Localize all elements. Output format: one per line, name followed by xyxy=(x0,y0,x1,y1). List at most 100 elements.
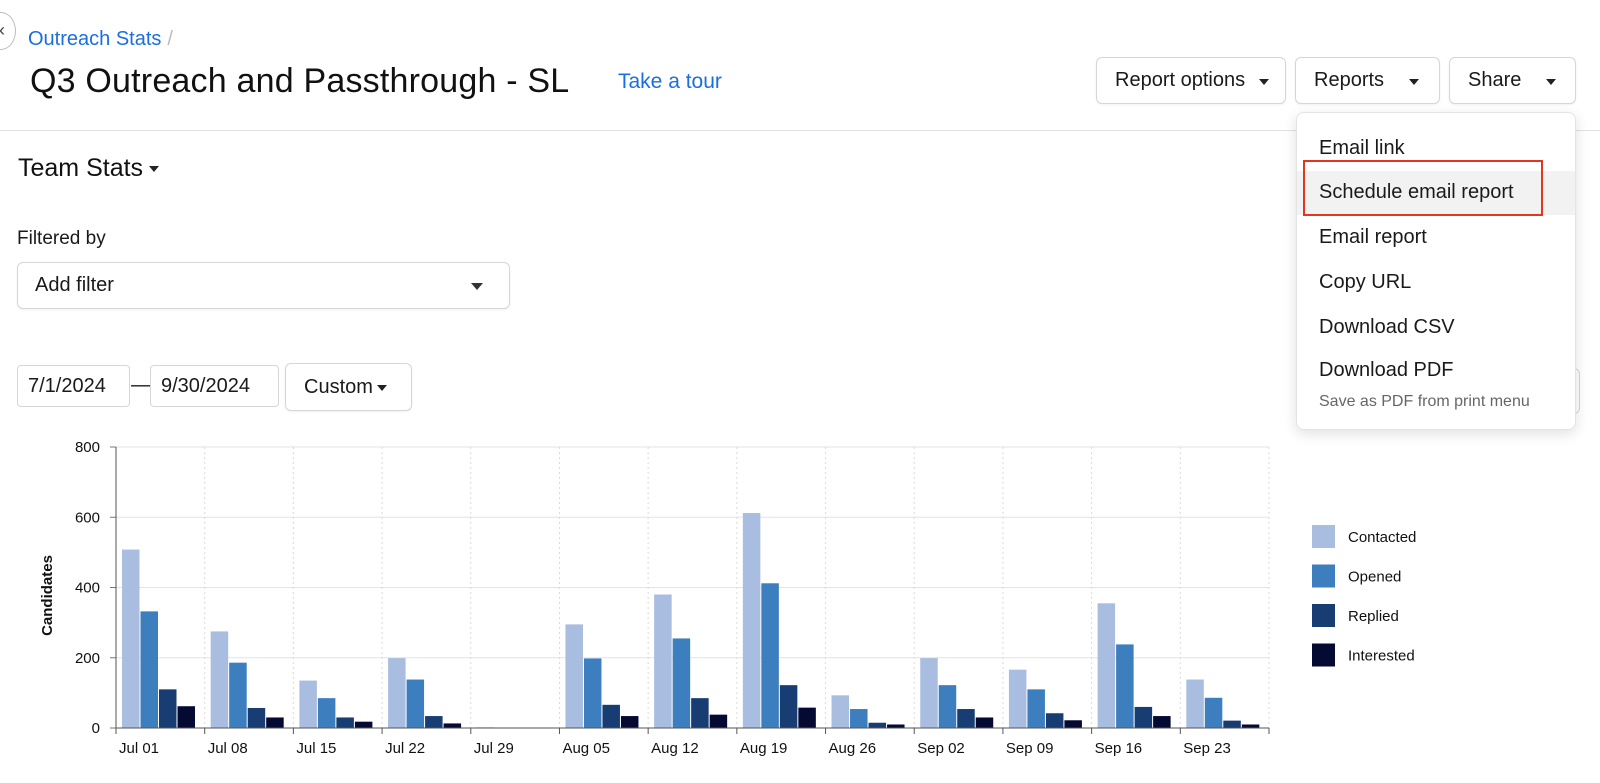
bar-contacted-12 xyxy=(1186,679,1204,728)
reports-dropdown-menu: Email link Schedule email report Email r… xyxy=(1296,112,1576,430)
bar-opened-9 xyxy=(938,685,957,728)
x-tick-label: Jul 29 xyxy=(474,740,514,757)
y-tick-label: 800 xyxy=(75,439,100,456)
y-tick-label: 600 xyxy=(75,509,100,526)
bar-contacted-5 xyxy=(565,624,583,728)
bar-interested-12 xyxy=(1241,724,1260,728)
bar-contacted-0 xyxy=(122,549,140,728)
menu-item-email-report[interactable]: Email report xyxy=(1319,226,1427,248)
bar-contacted-2 xyxy=(299,680,317,728)
candidates-bar-chart: 0 200 400 600 800 Jul 01 Jul 08 Jul 15 Jul 22 Jul… xyxy=(39,439,1416,757)
breadcrumb-link-outreach-stats[interactable]: Outreach Stats xyxy=(28,28,162,50)
bar-opened-2 xyxy=(317,698,336,728)
start-date-input[interactable]: 7/1/2024 xyxy=(17,365,130,407)
x-tick-label: Aug 19 xyxy=(740,740,788,757)
legend-label-replied: Replied xyxy=(1348,608,1399,625)
date-preset-label: Custom xyxy=(304,376,373,398)
end-date-input[interactable]: 9/30/2024 xyxy=(150,365,279,407)
bar-opened-8 xyxy=(850,709,868,728)
legend-swatch-replied xyxy=(1312,604,1335,627)
team-stats-label: Team Stats xyxy=(18,154,144,182)
y-tick-label: 200 xyxy=(75,650,100,667)
bar-replied-5 xyxy=(602,704,620,728)
bar-contacted-8 xyxy=(831,695,850,728)
add-filter-label: Add filter xyxy=(35,274,114,296)
reports-button[interactable]: Reports xyxy=(1295,57,1440,104)
x-tick-label: Sep 02 xyxy=(917,740,965,757)
breadcrumb-separator: / xyxy=(167,28,173,50)
bar-replied-10 xyxy=(1045,713,1064,728)
menu-item-download-pdf[interactable]: Download PDF xyxy=(1319,359,1454,381)
date-range-separator: — xyxy=(131,374,151,396)
bar-contacted-9 xyxy=(920,658,938,728)
y-tick-label: 0 xyxy=(92,720,100,737)
report-options-label: Report options xyxy=(1115,69,1246,91)
bar-interested-5 xyxy=(620,716,639,728)
x-tick-label: Aug 26 xyxy=(829,740,877,757)
menu-item-email-link[interactable]: Email link xyxy=(1319,137,1405,159)
header-divider xyxy=(0,130,1600,131)
bar-opened-1 xyxy=(229,662,247,728)
bar-interested-2 xyxy=(354,721,373,728)
bar-opened-6 xyxy=(672,638,691,728)
bar-opened-11 xyxy=(1116,644,1134,728)
caret-down-icon xyxy=(1259,79,1269,85)
bar-interested-6 xyxy=(709,714,728,728)
menu-item-copy-url[interactable]: Copy URL xyxy=(1319,271,1412,293)
report-options-button[interactable]: Report options xyxy=(1096,57,1286,104)
reports-label: Reports xyxy=(1314,69,1385,91)
legend-label-opened: Opened xyxy=(1348,569,1401,586)
bar-contacted-1 xyxy=(210,631,229,728)
take-a-tour-link[interactable]: Take a tour xyxy=(618,70,722,93)
bar-interested-11 xyxy=(1153,716,1171,728)
x-tick-label: Jul 15 xyxy=(296,740,336,757)
x-tick-label: Jul 08 xyxy=(208,740,248,757)
bar-interested-0 xyxy=(177,706,195,728)
date-preset-dropdown[interactable]: Custom xyxy=(285,363,412,411)
x-tick-label: Aug 05 xyxy=(562,740,610,757)
bar-opened-12 xyxy=(1204,697,1223,728)
team-stats-dropdown[interactable]: Team Stats xyxy=(18,154,160,183)
caret-down-icon xyxy=(149,166,160,173)
bar-replied-7 xyxy=(779,685,798,728)
bar-replied-3 xyxy=(425,716,443,728)
bar-replied-2 xyxy=(336,717,354,728)
bar-interested-3 xyxy=(443,723,462,728)
back-arrow-icon: ‹ xyxy=(0,20,5,40)
bar-interested-10 xyxy=(1064,720,1082,728)
legend-label-interested: Interested xyxy=(1348,648,1415,665)
bar-opened-10 xyxy=(1027,689,1045,728)
menu-item-download-csv[interactable]: Download CSV xyxy=(1319,316,1455,338)
bar-replied-6 xyxy=(691,698,709,728)
filtered-by-label: Filtered by xyxy=(17,228,106,249)
legend-label-contacted: Contacted xyxy=(1348,529,1416,546)
caret-down-icon xyxy=(471,283,483,290)
bar-replied-1 xyxy=(247,707,266,728)
bar-opened-0 xyxy=(140,611,158,728)
back-button[interactable]: ‹ xyxy=(0,12,16,50)
bar-opened-5 xyxy=(583,658,602,728)
legend-swatch-interested xyxy=(1312,643,1335,667)
bar-replied-9 xyxy=(957,709,975,728)
page-title: Q3 Outreach and Passthrough - SL xyxy=(30,62,570,100)
bar-opened-7 xyxy=(761,583,779,728)
bar-replied-0 xyxy=(159,689,177,728)
caret-down-icon xyxy=(1546,79,1556,85)
add-filter-select[interactable]: Add filter xyxy=(17,262,510,309)
x-tick-label: Sep 09 xyxy=(1006,740,1054,757)
x-tick-label: Jul 22 xyxy=(385,740,425,757)
bar-interested-1 xyxy=(266,717,284,728)
bar-interested-8 xyxy=(887,724,905,728)
y-axis-title: Candidates xyxy=(39,555,56,636)
x-tick-label: Jul 01 xyxy=(119,740,159,757)
bar-interested-9 xyxy=(975,717,994,728)
bar-contacted-10 xyxy=(1008,669,1027,728)
legend-swatch-contacted xyxy=(1312,525,1335,548)
breadcrumb: Outreach Stats / xyxy=(28,28,173,51)
legend-swatch-opened xyxy=(1312,564,1335,588)
x-tick-label: Aug 12 xyxy=(651,740,699,757)
share-button[interactable]: Share xyxy=(1449,57,1576,104)
bar-replied-11 xyxy=(1134,706,1153,728)
menu-item-schedule-email-report[interactable]: Schedule email report xyxy=(1297,171,1575,215)
bar-replied-12 xyxy=(1223,720,1241,728)
